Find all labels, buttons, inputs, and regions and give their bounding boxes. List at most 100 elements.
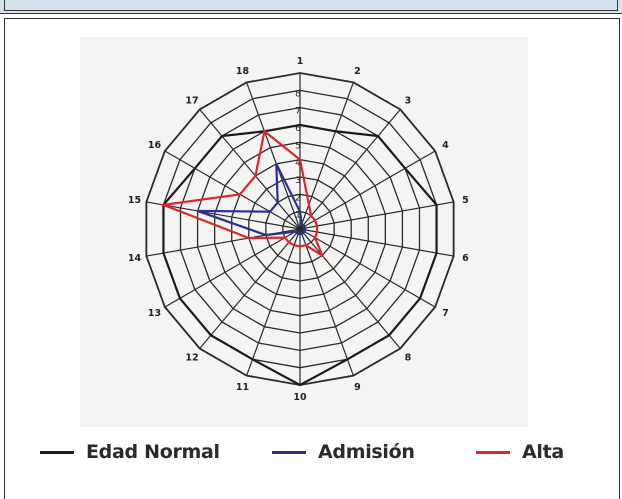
category-label-9: 9 — [354, 382, 361, 393]
radar-spoke-9 — [299, 228, 354, 376]
point-0-2 — [334, 130, 337, 133]
point-1-13 — [294, 230, 297, 233]
point-0-13 — [179, 297, 181, 300]
category-label-1: 1 — [297, 56, 304, 67]
legend-item-alta: Alta — [476, 437, 564, 467]
point-0-10 — [299, 384, 301, 386]
legend-swatch-admision — [272, 450, 306, 454]
point-1-7 — [303, 230, 306, 233]
radar-spoke-12 — [199, 228, 301, 349]
point-0-16 — [194, 167, 196, 170]
point-1-5 — [304, 227, 306, 229]
legend-swatch-edad-normal — [40, 450, 74, 454]
point-0-17 — [221, 135, 223, 137]
radar-spoke-6 — [299, 228, 454, 257]
radar-spoke-4 — [299, 150, 436, 230]
radar-spoke-7 — [299, 228, 436, 308]
radar-spoke-11 — [246, 228, 301, 376]
ring-label-1: 1 — [295, 211, 301, 221]
category-label-18: 18 — [236, 66, 250, 77]
point-2-1 — [299, 158, 301, 161]
point-1-8 — [302, 232, 305, 234]
point-2-10 — [299, 245, 301, 248]
point-2-3 — [310, 214, 312, 217]
point-2-11 — [293, 244, 295, 247]
legend-item-admision: Admisión — [272, 437, 415, 467]
ring-label-3: 3 — [295, 176, 301, 186]
radar-spoke-8 — [299, 228, 401, 349]
ring-label-4: 4 — [295, 159, 301, 169]
category-label-17: 17 — [185, 95, 198, 106]
point-2-7 — [314, 236, 316, 239]
point-0-3 — [377, 135, 379, 137]
radar-spoke-18 — [246, 82, 301, 230]
point-0-9 — [346, 358, 349, 361]
header-strip — [0, 0, 622, 14]
category-label-4: 4 — [442, 140, 449, 151]
point-1-16 — [269, 210, 271, 213]
category-label-11: 11 — [236, 382, 249, 393]
ring-label-8: 8 — [295, 89, 301, 99]
legend-label-edad-normal: Edad Normal — [86, 441, 220, 463]
point-2-9 — [305, 244, 307, 247]
category-label-15: 15 — [128, 195, 141, 206]
point-2-6 — [316, 231, 318, 233]
point-0-11 — [251, 358, 254, 361]
radar-plot-area: 1 2 3 4 5 6 7 8 1 2 3 4 5 6 7 8 9 10 11 12 13 14 15 16 17 18 — [80, 37, 528, 427]
legend-item-edad-normal: Edad Normal — [40, 437, 220, 467]
ring-label-7: 7 — [295, 107, 301, 117]
point-1-12 — [295, 232, 298, 234]
point-0-8 — [388, 334, 390, 337]
radar-spoke-16 — [164, 150, 301, 230]
point-2-4 — [314, 219, 316, 222]
category-label-13: 13 — [148, 308, 161, 319]
radar-spoke-5 — [299, 201, 454, 230]
radar-spoke-3 — [299, 109, 401, 230]
point-1-9 — [300, 233, 303, 235]
point-1-18 — [275, 163, 278, 165]
category-label-6: 6 — [462, 253, 469, 264]
header-strip-border — [4, 0, 618, 11]
point-1-6 — [304, 229, 306, 231]
legend: Edad Normal Admisión Alta — [40, 437, 600, 467]
category-label-5: 5 — [462, 195, 469, 206]
ring-label-5: 5 — [295, 141, 301, 151]
point-1-15 — [196, 210, 199, 212]
category-label-10: 10 — [293, 392, 307, 403]
point-1-4 — [303, 225, 306, 228]
point-1-3 — [302, 224, 305, 226]
point-2-5 — [316, 225, 318, 227]
point-2-17 — [254, 175, 257, 177]
legend-label-admision: Admisión — [318, 441, 415, 463]
point-1-2 — [300, 223, 303, 225]
category-label-3: 3 — [405, 95, 412, 106]
point-1-10 — [299, 233, 301, 235]
point-1-14 — [265, 234, 267, 236]
category-label-14: 14 — [128, 253, 142, 264]
point-1-17 — [276, 201, 279, 204]
point-2-18 — [263, 130, 266, 133]
category-label-12: 12 — [185, 353, 198, 364]
category-label-16: 16 — [148, 140, 162, 151]
point-0-4 — [404, 167, 406, 170]
point-0-1 — [299, 124, 301, 126]
radar-spoke-15 — [146, 201, 301, 230]
point-2-16 — [239, 193, 241, 196]
point-1-1 — [299, 210, 301, 213]
point-0-12 — [210, 334, 212, 337]
point-1-11 — [297, 233, 300, 235]
point-0-7 — [419, 297, 421, 300]
radar-spoke-17 — [199, 109, 301, 230]
category-label-2: 2 — [354, 66, 361, 77]
ring-label-2: 2 — [295, 193, 301, 203]
point-0-5 — [435, 204, 438, 206]
category-label-7: 7 — [442, 308, 449, 319]
point-0-6 — [435, 252, 438, 254]
legend-label-alta: Alta — [522, 441, 564, 463]
point-0-14 — [162, 252, 165, 254]
point-2-15 — [162, 204, 165, 206]
legend-swatch-alta — [476, 450, 510, 454]
ring-label-6: 6 — [295, 124, 301, 134]
point-2-8 — [321, 254, 324, 257]
